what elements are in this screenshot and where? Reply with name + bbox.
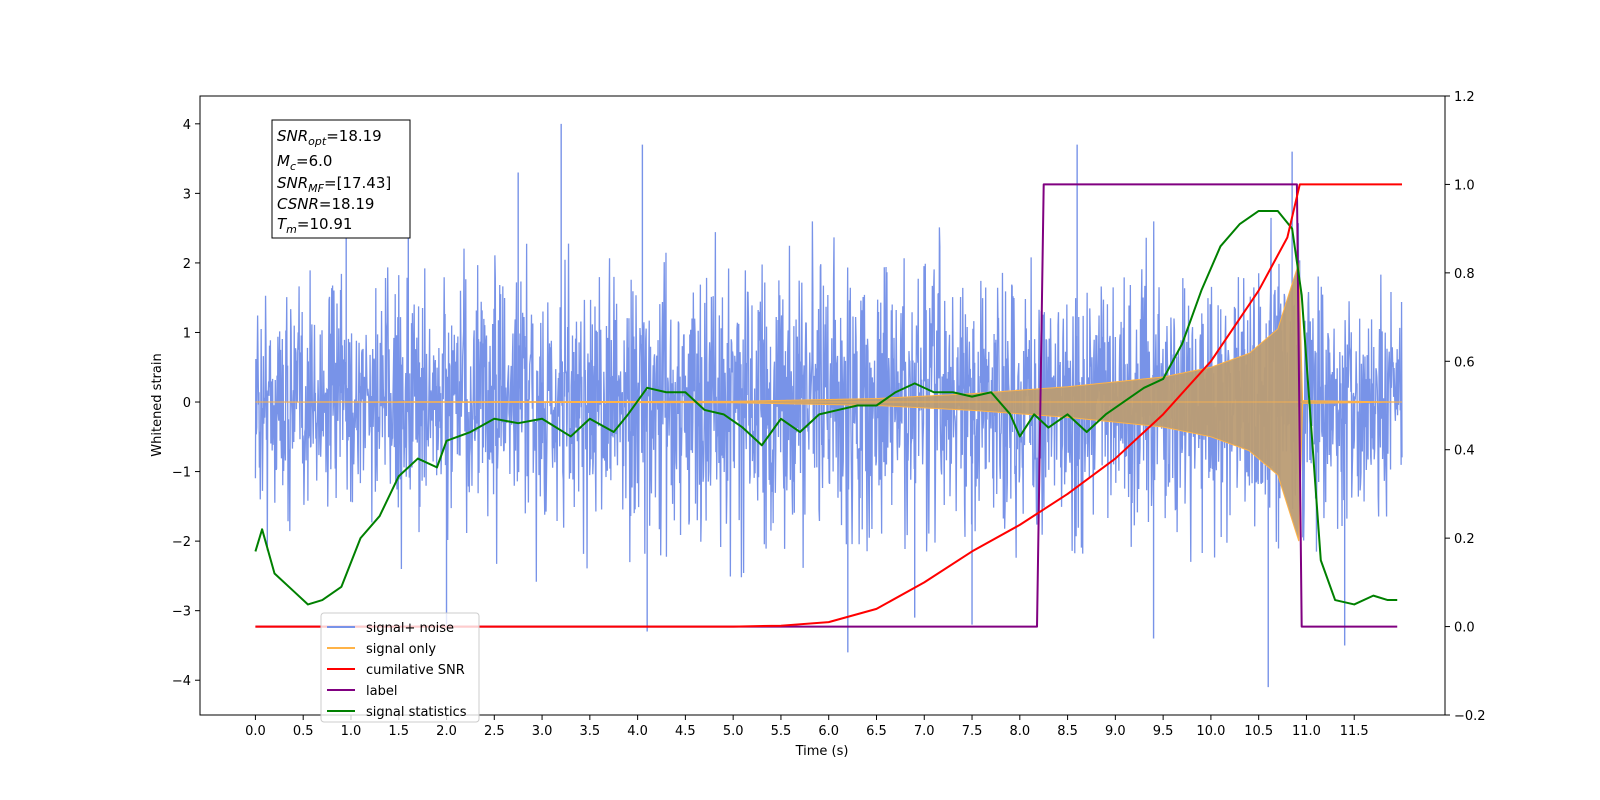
x-tick-label: 8.0 (1009, 724, 1030, 739)
x-tick-label: 6.0 (818, 724, 839, 739)
y-right-tick-label: 0.8 (1454, 267, 1475, 282)
y-left-tick-label: −2 (172, 535, 191, 550)
info-line-csnr: CSNR=18.19 (277, 195, 374, 213)
info-mc-value: =6.0 (296, 152, 332, 170)
info-box: SNRopt=18.19 Mc=6.0 SNRMF=[17.43] CSNR=1… (271, 119, 411, 239)
info-snr-opt-value: =18.19 (326, 127, 382, 145)
x-tick-label: 3.0 (532, 724, 553, 739)
x-tick-label: 7.5 (962, 724, 983, 739)
y-left-tick-label: 2 (183, 257, 191, 272)
y-right-tick-label: 1.0 (1454, 178, 1475, 193)
y-left-tick-label: −4 (172, 674, 191, 689)
y-right-tick-label: 0.6 (1454, 355, 1475, 370)
x-tick-label: 9.5 (1153, 724, 1174, 739)
legend-label: signal+ noise (366, 621, 454, 636)
y-left-tick-label: 0 (183, 396, 191, 411)
info-snr-mf-sub: MF (308, 182, 324, 195)
x-tick-label: 4.0 (627, 724, 648, 739)
legend: signal+ noise signal only cumilative SNR la… (320, 612, 480, 723)
y-right-tick-label: −0.2 (1454, 709, 1486, 724)
x-tick-label: 2.0 (436, 724, 457, 739)
y-left-tick-label: −1 (172, 466, 191, 481)
cumulative-snr-line (255, 183, 1402, 628)
info-mc-sub: c (290, 160, 296, 173)
x-tick-label: 11.5 (1340, 724, 1369, 739)
y-right-tick-label: 1.2 (1454, 90, 1475, 105)
info-mc-main: M (277, 152, 290, 170)
info-tm-main: T (277, 215, 288, 233)
x-tick-label: 2.5 (484, 724, 505, 739)
y-axis-left-ticks: 4 3 2 1 0 −1 −2 −3 −4 (172, 118, 200, 689)
x-tick-label: 3.5 (579, 724, 600, 739)
x-tick-label: 5.5 (771, 724, 792, 739)
info-tm-value: =10.91 (297, 215, 353, 233)
info-line-mc: Mc=6.0 (277, 152, 332, 173)
legend-label: signal only (366, 642, 436, 657)
x-tick-label: 5.0 (723, 724, 744, 739)
x-tick-label: 7.0 (914, 724, 935, 739)
x-tick-label: 11.0 (1292, 724, 1321, 739)
info-snr-mf-main: SNR (277, 174, 308, 192)
x-tick-label: 8.5 (1057, 724, 1078, 739)
y-left-tick-label: 4 (183, 118, 191, 133)
signal-statistics-line (254, 209, 1398, 606)
legend-label: label (366, 684, 397, 699)
x-tick-label: 10.5 (1244, 724, 1273, 739)
x-axis-label: Time (s) (795, 744, 849, 759)
info-snr-mf-value: =[17.43] (324, 174, 391, 192)
info-line-snr-mf: SNRMF=[17.43] (277, 174, 391, 195)
label-line (255, 183, 1398, 628)
info-box-frame (271, 119, 411, 239)
x-tick-label: 4.5 (675, 724, 696, 739)
plot-layer (254, 123, 1403, 688)
info-snr-opt-main: SNR (277, 127, 308, 145)
y-right-tick-label: 0.4 (1454, 444, 1475, 459)
legend-label: cumilative SNR (366, 663, 465, 678)
x-tick-label: 0.0 (245, 724, 266, 739)
info-tm-sub: m (286, 223, 297, 236)
y-axis-right-ticks: 1.2 1.0 0.8 0.6 0.4 0.2 0.0 −0.2 (1445, 90, 1486, 724)
legend-entries: signal+ noise signal only cumilative SNR la… (327, 621, 467, 720)
legend-label: signal statistics (366, 705, 467, 720)
info-line-snr-opt: SNRopt=18.19 (277, 127, 382, 148)
x-tick-label: 6.5 (866, 724, 887, 739)
x-tick-label: 1.5 (388, 724, 409, 739)
x-tick-label: 10.0 (1196, 724, 1225, 739)
y-left-tick-label: −3 (172, 605, 191, 620)
info-line-tm: Tm=10.91 (277, 215, 352, 236)
y-left-tick-label: 3 (183, 187, 191, 202)
x-tick-label: 9.0 (1105, 724, 1126, 739)
x-axis-ticks: 0.0 0.5 1.0 1.5 2.0 2.5 3.0 3.5 4.0 4.5 5.0 5.5 6.0 6… (245, 715, 1369, 739)
legend-frame (320, 612, 480, 723)
info-snr-opt-sub: opt (308, 135, 327, 148)
plot-frame (199, 95, 1446, 716)
y-left-tick-label: 1 (183, 326, 191, 341)
y-right-tick-label: 0.2 (1454, 532, 1475, 547)
y-right-tick-label: 0.0 (1454, 621, 1475, 636)
x-tick-label: 1.0 (341, 724, 362, 739)
x-tick-label: 0.5 (293, 724, 314, 739)
info-csnr-value: =18.19 (319, 195, 375, 213)
info-csnr-main: CSNR (277, 195, 319, 213)
y-axis-label: Whitened strain (150, 353, 165, 456)
